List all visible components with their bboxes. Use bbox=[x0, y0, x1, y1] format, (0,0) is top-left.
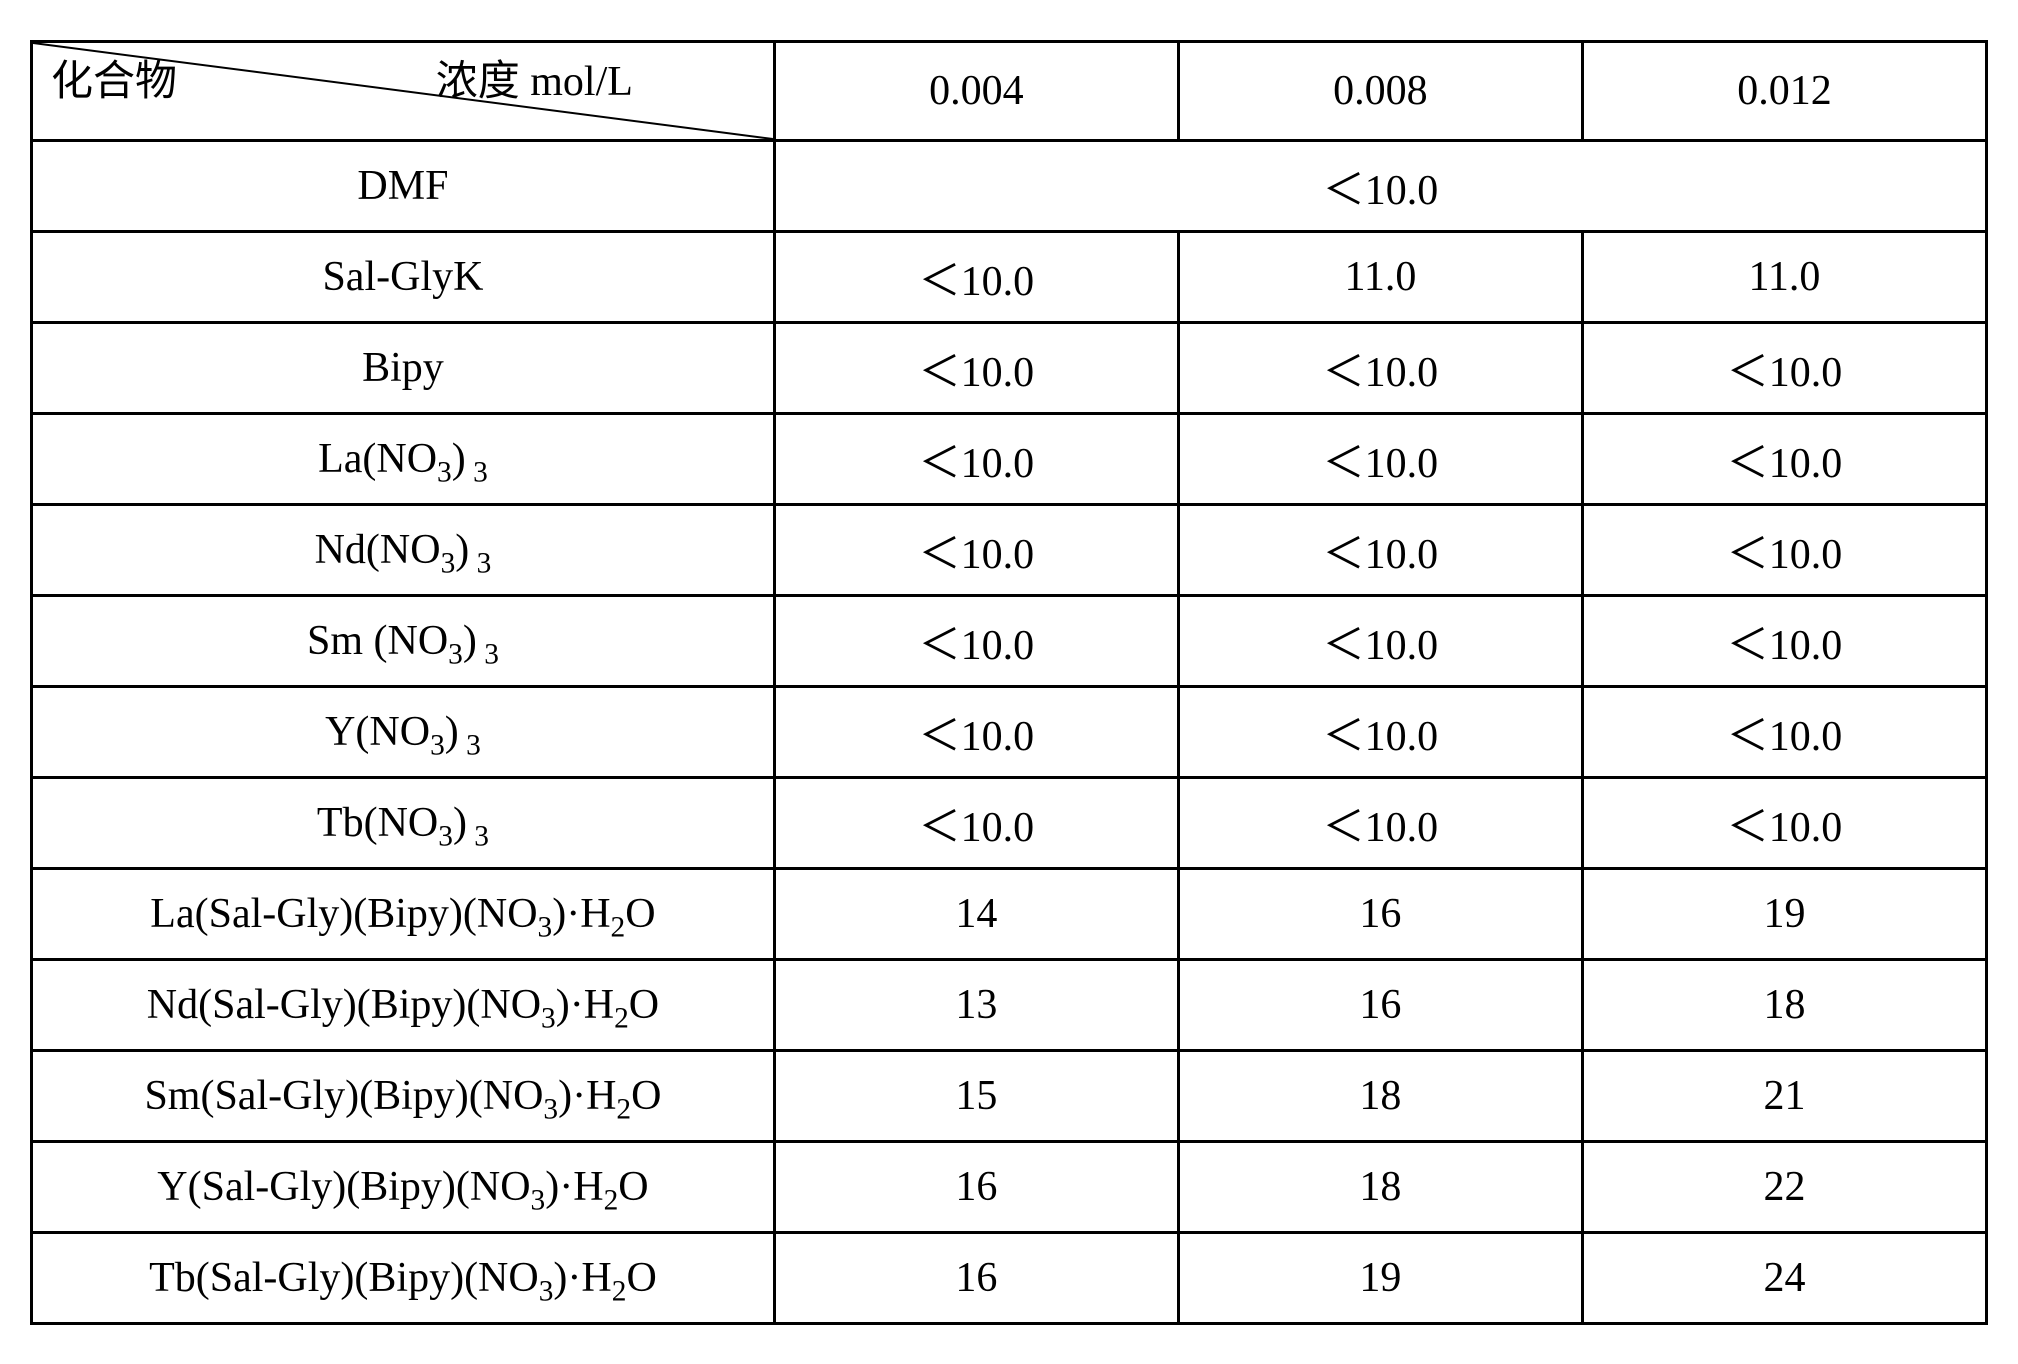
value-cell: ＜10.0 bbox=[1178, 596, 1582, 687]
table-row: Tb(NO3) 3 ＜10.0 ＜10.0 ＜10.0 bbox=[32, 778, 1987, 869]
value-cell: ＜10.0 bbox=[1178, 778, 1582, 869]
table-row: Sm (NO3) 3 ＜10.0 ＜10.0 ＜10.0 bbox=[32, 596, 1987, 687]
value-cell: 11.0 bbox=[1178, 232, 1582, 323]
value-cell-span: ＜10.0 bbox=[774, 141, 1986, 232]
compound-cell: Nd(Sal-Gly)(Bipy)(NO3)·H2O bbox=[32, 960, 775, 1051]
header-conc-0: 0.004 bbox=[774, 42, 1178, 141]
compound-cell: Y(NO3) 3 bbox=[32, 687, 775, 778]
value-cell: 11.0 bbox=[1582, 232, 1986, 323]
header-concentration-label: 浓度 mol/L bbox=[436, 47, 633, 108]
value-cell: 19 bbox=[1582, 869, 1986, 960]
value-cell: 15 bbox=[774, 1051, 1178, 1142]
value-cell: ＜10.0 bbox=[774, 687, 1178, 778]
table-row: Bipy ＜10.0 ＜10.0 ＜10.0 bbox=[32, 323, 1987, 414]
value-cell: ＜10.0 bbox=[1582, 687, 1986, 778]
table-row: Sm(Sal-Gly)(Bipy)(NO3)·H2O 15 18 21 bbox=[32, 1051, 1987, 1142]
table-row: Sal-GlyK ＜10.0 11.0 11.0 bbox=[32, 232, 1987, 323]
value-cell: ＜10.0 bbox=[1178, 323, 1582, 414]
compound-cell: Sm (NO3) 3 bbox=[32, 596, 775, 687]
compound-cell: Nd(NO3) 3 bbox=[32, 505, 775, 596]
value-cell: ＜10.0 bbox=[774, 505, 1178, 596]
header-conc-1: 0.008 bbox=[1178, 42, 1582, 141]
table-row: Nd(NO3) 3 ＜10.0 ＜10.0 ＜10.0 bbox=[32, 505, 1987, 596]
table-body: 化合物 浓度 mol/L 0.004 0.008 0.012 DMF ＜10.0… bbox=[32, 42, 1987, 1324]
value-cell: ＜10.0 bbox=[1582, 323, 1986, 414]
value-cell: 18 bbox=[1178, 1051, 1582, 1142]
page: 化合物 浓度 mol/L 0.004 0.008 0.012 DMF ＜10.0… bbox=[0, 0, 2018, 1364]
value-cell: 16 bbox=[774, 1142, 1178, 1233]
value-cell: ＜10.0 bbox=[1178, 687, 1582, 778]
compound-cell: Sm(Sal-Gly)(Bipy)(NO3)·H2O bbox=[32, 1051, 775, 1142]
value-cell: 24 bbox=[1582, 1233, 1986, 1324]
diagonal-header-cell: 化合物 浓度 mol/L bbox=[32, 42, 775, 141]
value-cell: 16 bbox=[774, 1233, 1178, 1324]
table-row: Nd(Sal-Gly)(Bipy)(NO3)·H2O 13 16 18 bbox=[32, 960, 1987, 1051]
header-compound-label: 化合物 bbox=[51, 47, 177, 108]
value-cell: ＜10.0 bbox=[774, 778, 1178, 869]
compound-cell: La(NO3) 3 bbox=[32, 414, 775, 505]
value-cell: 21 bbox=[1582, 1051, 1986, 1142]
value-cell: 18 bbox=[1582, 960, 1986, 1051]
compound-cell: DMF bbox=[32, 141, 775, 232]
value-cell: ＜10.0 bbox=[774, 323, 1178, 414]
value-cell: ＜10.0 bbox=[1582, 596, 1986, 687]
value-cell: 19 bbox=[1178, 1233, 1582, 1324]
compound-cell: Bipy bbox=[32, 323, 775, 414]
value-cell: 13 bbox=[774, 960, 1178, 1051]
table-row: DMF ＜10.0 bbox=[32, 141, 1987, 232]
compound-concentration-table: 化合物 浓度 mol/L 0.004 0.008 0.012 DMF ＜10.0… bbox=[30, 40, 1988, 1325]
table-row: La(Sal-Gly)(Bipy)(NO3)·H2O 14 16 19 bbox=[32, 869, 1987, 960]
table-row: Y(NO3) 3 ＜10.0 ＜10.0 ＜10.0 bbox=[32, 687, 1987, 778]
header-conc-2: 0.012 bbox=[1582, 42, 1986, 141]
compound-cell: Tb(NO3) 3 bbox=[32, 778, 775, 869]
table-row: La(NO3) 3 ＜10.0 ＜10.0 ＜10.0 bbox=[32, 414, 1987, 505]
value-cell: ＜10.0 bbox=[1582, 778, 1986, 869]
value-cell: 22 bbox=[1582, 1142, 1986, 1233]
compound-cell: Y(Sal-Gly)(Bipy)(NO3)·H2O bbox=[32, 1142, 775, 1233]
value-cell: 16 bbox=[1178, 960, 1582, 1051]
value-cell: 18 bbox=[1178, 1142, 1582, 1233]
table-header-row: 化合物 浓度 mol/L 0.004 0.008 0.012 bbox=[32, 42, 1987, 141]
compound-cell: La(Sal-Gly)(Bipy)(NO3)·H2O bbox=[32, 869, 775, 960]
value-cell: 14 bbox=[774, 869, 1178, 960]
compound-cell: Sal-GlyK bbox=[32, 232, 775, 323]
compound-cell: Tb(Sal-Gly)(Bipy)(NO3)·H2O bbox=[32, 1233, 775, 1324]
value-cell: 16 bbox=[1178, 869, 1582, 960]
value-cell: ＜10.0 bbox=[1178, 505, 1582, 596]
value-cell: ＜10.0 bbox=[1582, 414, 1986, 505]
value-cell: ＜10.0 bbox=[774, 596, 1178, 687]
value-cell: ＜10.0 bbox=[774, 414, 1178, 505]
table-row: Y(Sal-Gly)(Bipy)(NO3)·H2O 16 18 22 bbox=[32, 1142, 1987, 1233]
value-cell: ＜10.0 bbox=[774, 232, 1178, 323]
table-row: Tb(Sal-Gly)(Bipy)(NO3)·H2O 16 19 24 bbox=[32, 1233, 1987, 1324]
value-cell: ＜10.0 bbox=[1178, 414, 1582, 505]
value-cell: ＜10.0 bbox=[1582, 505, 1986, 596]
